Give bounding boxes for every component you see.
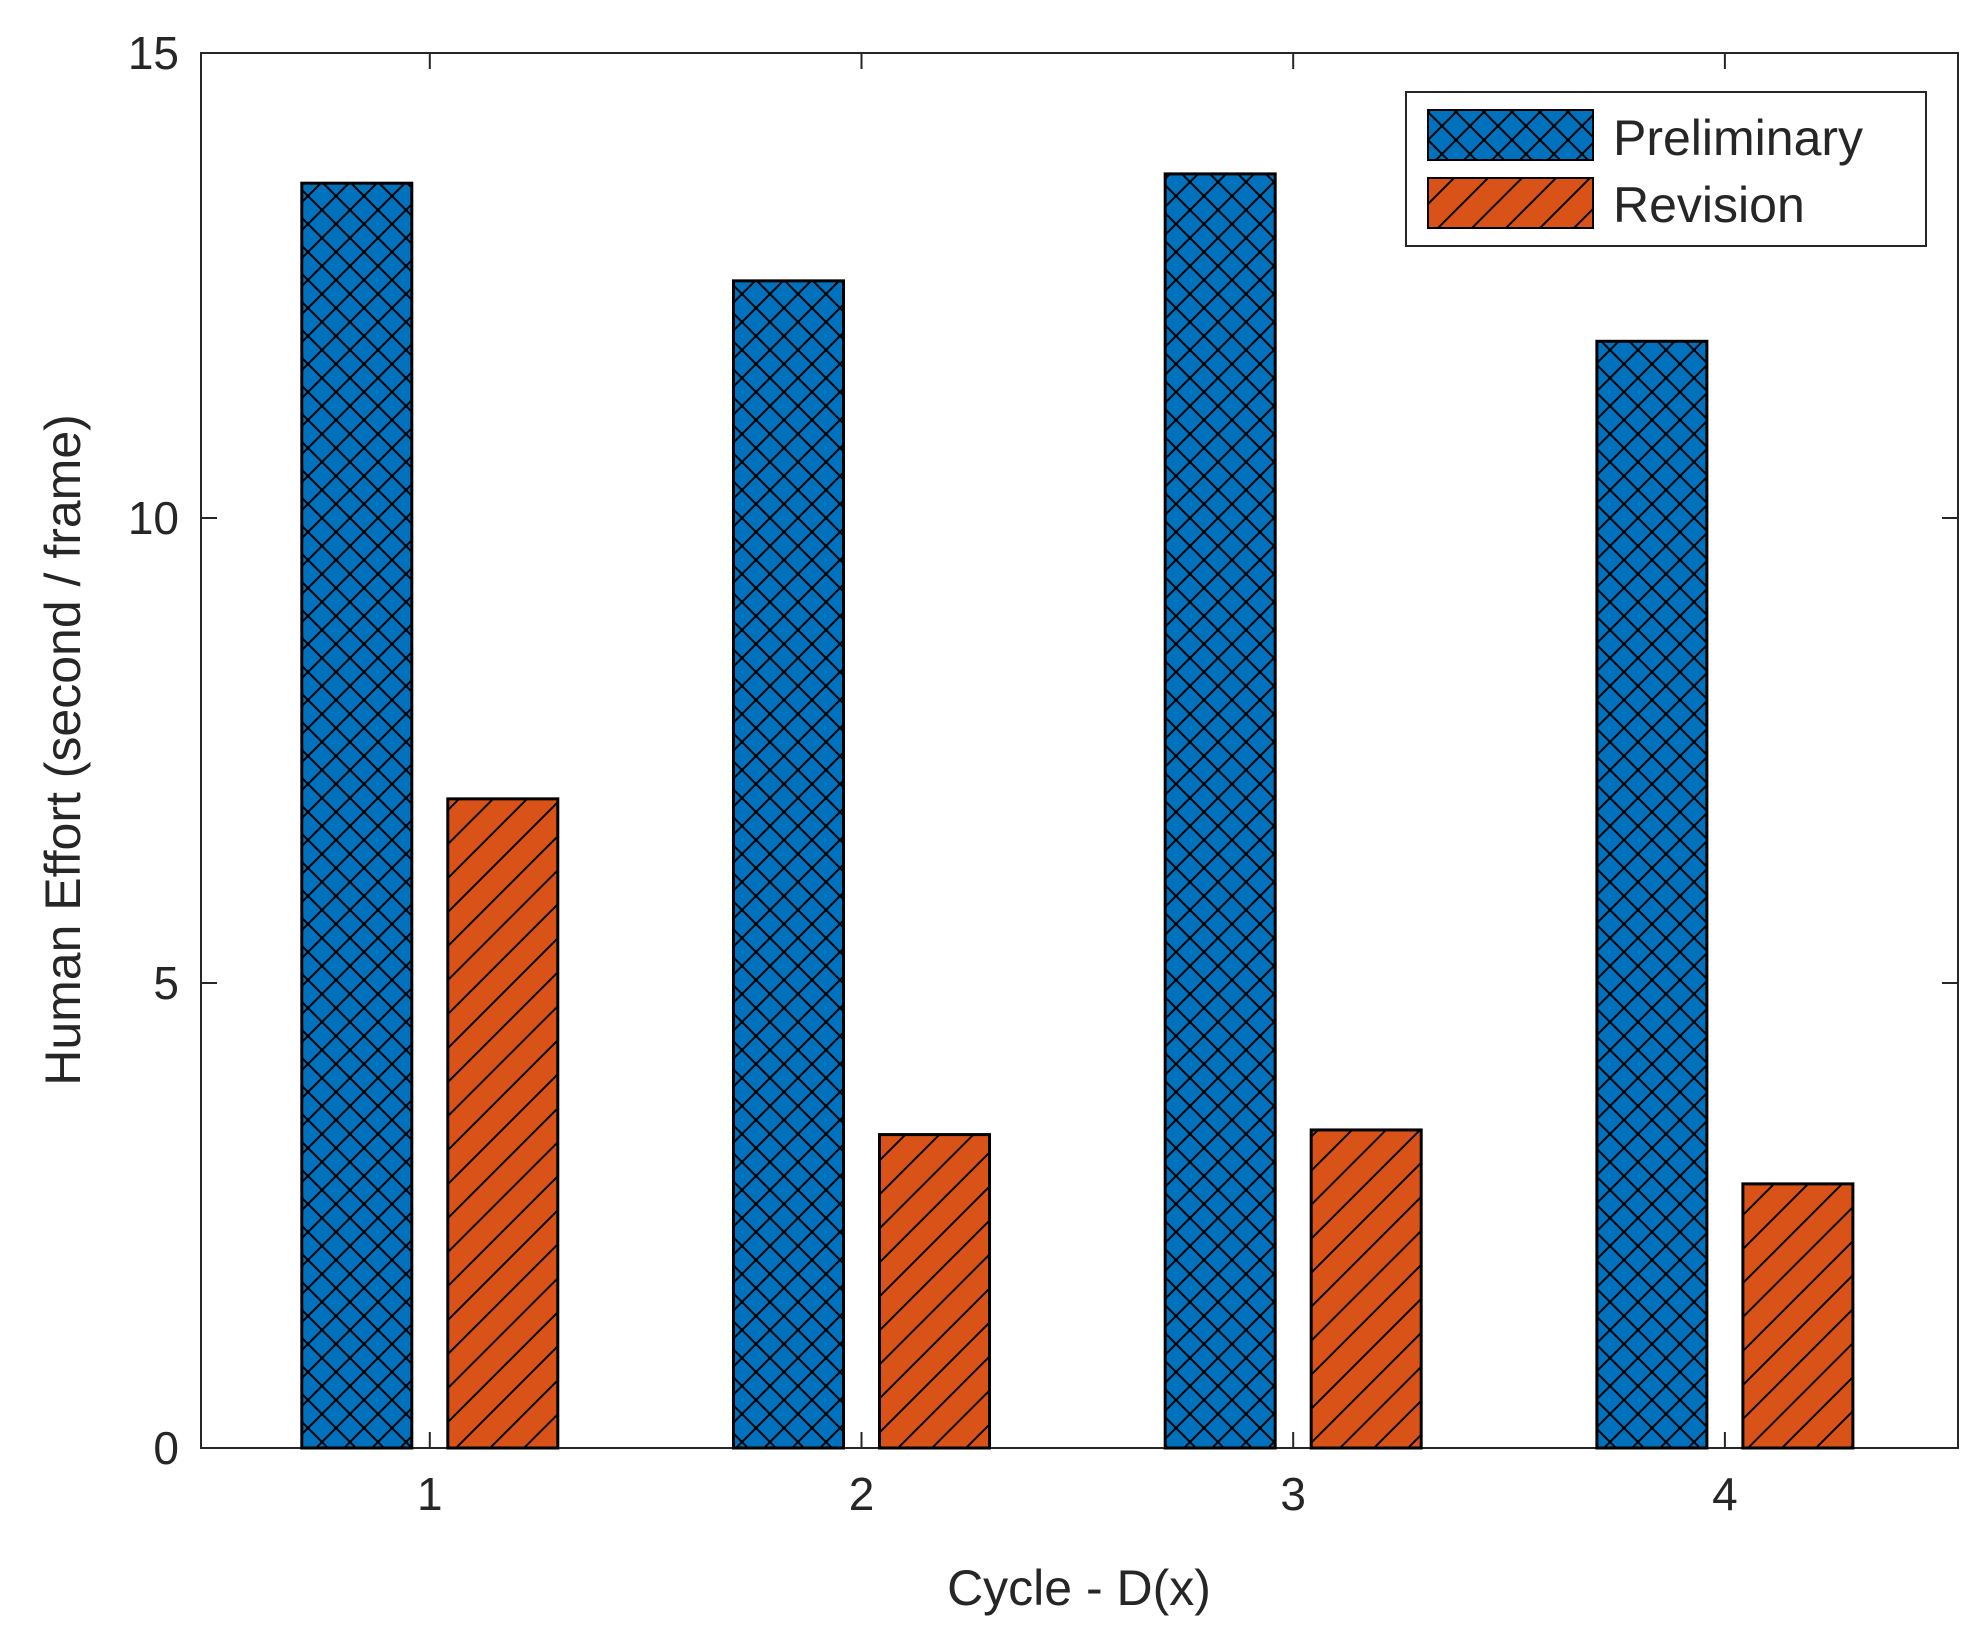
y-tick-label: 0 bbox=[153, 1422, 179, 1474]
x-tick-label: 3 bbox=[1280, 1468, 1306, 1520]
bar-preliminary-cycle-1 bbox=[300, 181, 414, 1450]
bars-group bbox=[300, 172, 1855, 1450]
legend-swatch-preliminary bbox=[1427, 109, 1594, 161]
legend-label-revision: Revision bbox=[1613, 177, 1805, 233]
legend-label-preliminary: Preliminary bbox=[1613, 110, 1863, 166]
bar-revision-cycle-3 bbox=[1309, 1128, 1423, 1450]
bar-revision-cycle-4 bbox=[1741, 1182, 1855, 1450]
bar-preliminary-cycle-3 bbox=[1163, 172, 1277, 1450]
plot-area-frame bbox=[200, 52, 1959, 1449]
legend: Preliminary Revision bbox=[1405, 91, 1927, 247]
y-tick-label: 10 bbox=[128, 492, 179, 544]
y-axis: 0 5 10 15 bbox=[128, 27, 1958, 1474]
x-tick-label: 4 bbox=[1712, 1468, 1738, 1520]
legend-swatch-revision bbox=[1427, 177, 1594, 229]
x-tick-label: 1 bbox=[417, 1468, 443, 1520]
y-tick-label: 5 bbox=[153, 957, 179, 1009]
bar-revision-cycle-2 bbox=[877, 1133, 991, 1450]
y-tick-label: 15 bbox=[128, 27, 179, 79]
bar-revision-cycle-1 bbox=[446, 797, 560, 1450]
x-axis: 1 2 3 4 bbox=[417, 53, 1738, 1520]
x-tick-label: 2 bbox=[849, 1468, 875, 1520]
y-axis-label: Human Effort (second / frame) bbox=[35, 414, 91, 1086]
bar-preliminary-cycle-4 bbox=[1595, 339, 1709, 1450]
x-axis-label: Cycle - D(x) bbox=[947, 1560, 1211, 1616]
bar-preliminary-cycle-2 bbox=[731, 279, 845, 1450]
